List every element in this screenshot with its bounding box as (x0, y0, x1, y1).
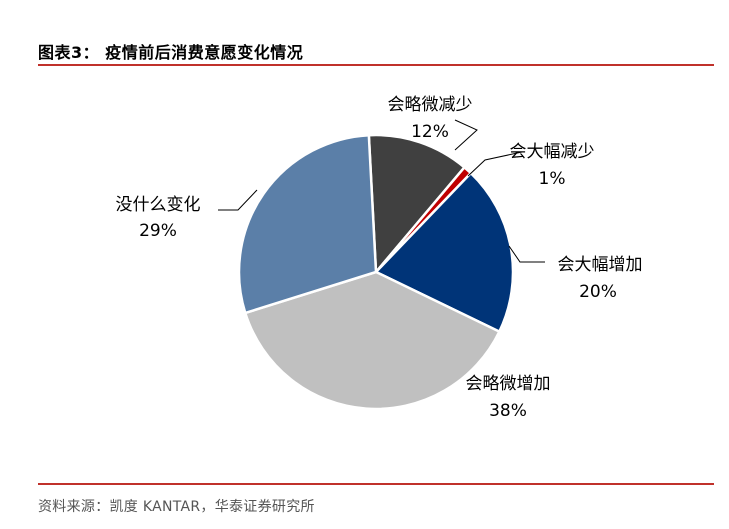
chart-title: 图表3： 疫情前后消费意愿变化情况 (38, 43, 304, 62)
slice-value-label-3: 20% (579, 282, 617, 302)
slice-name-label-1: 会略微减少 (388, 95, 473, 115)
pie-slice-4 (244, 270, 501, 411)
leader-lines (218, 119, 545, 263)
pie-slice-3 (374, 171, 515, 333)
slice-value-label-4: 38% (489, 401, 527, 421)
source-note: 资料来源：凯度 KANTAR，华泰证券研究所 (38, 499, 315, 515)
leader-line-1 (454, 119, 478, 151)
slice-name-label-4: 会略微增加 (466, 374, 551, 394)
leader-line-5 (218, 189, 258, 211)
pie-slice-5 (237, 133, 378, 315)
pie-labels: 会略微减少 12% 会大幅减少 1% 会大幅增加 20% 会略微增加 38% 没什么变化 29% (116, 95, 643, 421)
pie-slice-1 (367, 133, 466, 274)
slice-name-label-5: 没什么变化 (116, 195, 201, 215)
leader-line-2 (467, 151, 523, 177)
slice-value-label-1: 12% (411, 122, 449, 142)
slice-value-label-2: 1% (539, 169, 566, 189)
slice-name-label-3: 会大幅增加 (558, 255, 643, 275)
slice-name-label-2: 会大幅减少 (510, 142, 595, 162)
leader-line-3 (508, 245, 545, 263)
title-divider (38, 64, 714, 66)
footer-divider (38, 483, 714, 485)
pie-slices (237, 133, 515, 411)
slice-value-label-5: 29% (139, 221, 177, 241)
